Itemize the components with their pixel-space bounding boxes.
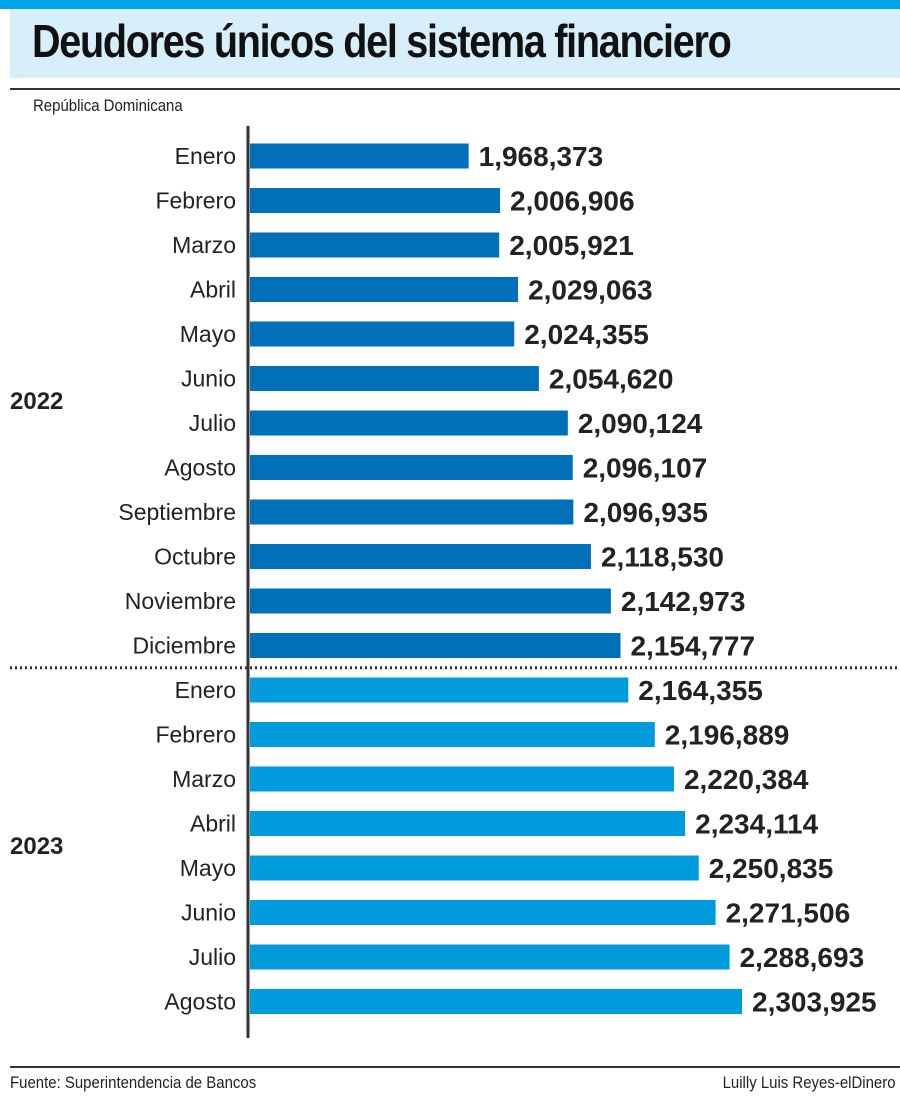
- category-label: Abril: [190, 277, 236, 303]
- value-label: 2,154,777: [630, 631, 755, 662]
- bar-2022-septiembre: [250, 499, 574, 525]
- bar-2023-mayo: [250, 855, 699, 881]
- value-label: 2,024,355: [524, 319, 649, 350]
- value-label: 2,006,906: [510, 186, 635, 217]
- value-label: 2,142,973: [621, 586, 746, 617]
- category-label: Diciembre: [132, 633, 236, 659]
- bar-2023-julio: [250, 944, 730, 970]
- bar-2023-agosto: [250, 989, 742, 1014]
- bar-2022-octubre: [250, 544, 591, 569]
- value-label: 2,220,384: [684, 764, 809, 795]
- value-label: 2,118,530: [601, 542, 724, 573]
- bar-2022-agosto: [250, 455, 573, 480]
- value-label: 2,164,355: [638, 675, 763, 706]
- bar-2022-febrero: [250, 188, 501, 213]
- bar-2023-abril: [250, 811, 686, 836]
- category-label: Septiembre: [118, 499, 236, 525]
- credit-note: Luilly Luis Reyes-elDinero: [723, 1073, 896, 1092]
- value-label: 2,196,889: [665, 720, 790, 751]
- value-label: 1,968,373: [479, 141, 604, 172]
- category-label: Marzo: [172, 232, 236, 258]
- header-divider: [10, 88, 900, 90]
- value-label: 2,234,114: [695, 809, 818, 840]
- bar-2022-marzo: [250, 232, 500, 258]
- bar-2022-abril: [250, 277, 519, 302]
- value-label: 2,029,063: [528, 275, 653, 306]
- bar-2023-febrero: [250, 722, 655, 747]
- bar-2023-junio: [250, 900, 716, 925]
- value-label: 2,250,835: [709, 853, 834, 884]
- category-label: Mayo: [180, 321, 236, 347]
- bar-chart: Enero 1,968,373 Febrero 2,006,906 Marzo 2,005…: [10, 126, 900, 1038]
- bar-2023-enero: [250, 677, 629, 703]
- top-accent-bar: [0, 0, 900, 9]
- category-label: Enero: [175, 677, 236, 703]
- bar-2022-mayo: [250, 321, 515, 347]
- bar-2023-marzo: [250, 766, 674, 792]
- category-label: Enero: [175, 143, 236, 169]
- value-label: 2,090,124: [578, 408, 703, 439]
- chart-subtitle: República Dominicana: [33, 96, 183, 115]
- bar-2022-junio: [250, 366, 539, 391]
- year-label-2023: 2023: [10, 833, 63, 860]
- source-note: Fuente: Superintendencia de Bancos: [10, 1073, 257, 1092]
- bar-2022-julio: [250, 410, 568, 436]
- category-label: Marzo: [172, 766, 236, 792]
- chart-title: Deudores únicos del sistema financiero: [32, 15, 732, 67]
- year-label-2022: 2022: [10, 388, 63, 415]
- category-label: Octubre: [154, 544, 236, 570]
- category-label: Junio: [181, 900, 236, 926]
- value-label: 2,288,693: [740, 942, 865, 973]
- bar-2022-diciembre: [250, 633, 621, 658]
- category-label: Abril: [190, 811, 236, 837]
- value-label: 2,005,921: [509, 230, 634, 261]
- footer-divider: [10, 1066, 900, 1068]
- category-label: Febrero: [155, 722, 236, 748]
- category-label: Agosto: [164, 455, 236, 481]
- value-label: 2,096,935: [583, 497, 708, 528]
- value-label: 2,303,925: [752, 987, 877, 1018]
- bar-2022-enero: [250, 143, 469, 169]
- category-label: Mayo: [180, 855, 236, 881]
- category-label: Agosto: [164, 989, 236, 1015]
- category-label: Julio: [189, 410, 236, 436]
- value-label: 2,096,107: [583, 453, 708, 484]
- bar-2022-noviembre: [250, 588, 611, 614]
- category-label: Noviembre: [125, 588, 236, 614]
- category-label: Febrero: [155, 188, 236, 214]
- category-label: Julio: [189, 944, 236, 970]
- title-band: [10, 9, 900, 78]
- value-label: 2,054,620: [549, 364, 674, 395]
- category-label: Junio: [181, 366, 236, 392]
- value-label: 2,271,506: [726, 898, 851, 929]
